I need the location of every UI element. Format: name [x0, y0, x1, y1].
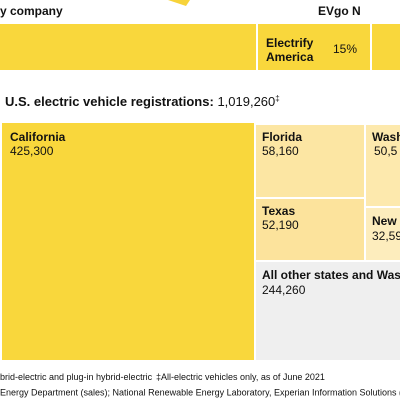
- cell: [2, 123, 254, 360]
- cell-label: California: [10, 130, 66, 144]
- strip-block: [258, 24, 370, 70]
- cell-label: New: [372, 214, 397, 228]
- total-mark: ‡: [275, 94, 279, 103]
- strip-label: America: [266, 50, 314, 64]
- cell: [256, 199, 364, 260]
- cell-value: 52,190: [262, 218, 299, 232]
- cell-value: 58,160: [262, 144, 299, 158]
- header-right: EVgo N: [318, 4, 361, 18]
- cell-value: 425,300: [10, 144, 54, 158]
- cell-label: Texas: [262, 204, 295, 218]
- total: 1,019,260: [217, 94, 275, 109]
- footnote-part: ‡All-electric vehicles only, as of June …: [156, 372, 325, 382]
- strip-block: [372, 24, 400, 70]
- cell-label: All other states and Wash: [262, 268, 400, 282]
- cell: [256, 125, 364, 197]
- cell: [256, 262, 400, 360]
- footnote-part: brid-electric and plug-in hybrid-electri…: [0, 372, 153, 382]
- header-left: y company: [0, 4, 63, 18]
- footnote: brid-electric and plug-in hybrid-electri…: [0, 372, 325, 382]
- cell: [366, 125, 400, 206]
- title-text: U.S. electric vehicle registrations:: [5, 94, 214, 109]
- treemap-title: U.S. electric vehicle registrations: 1,0…: [5, 94, 280, 109]
- cell-value: 50,5: [374, 144, 398, 158]
- footnote: Energy Department (sales); National Rene…: [0, 387, 400, 397]
- shape: [168, 0, 190, 6]
- cell-value: 32,59: [372, 229, 400, 243]
- cell-value: 244,260: [262, 283, 306, 297]
- strip-label: Electrify: [266, 36, 314, 50]
- strip-block: [0, 24, 256, 70]
- cell: [366, 208, 400, 260]
- cell-label: Florida: [262, 130, 302, 144]
- cell-label: Wash: [372, 130, 400, 144]
- strip-share: 15%: [333, 42, 357, 56]
